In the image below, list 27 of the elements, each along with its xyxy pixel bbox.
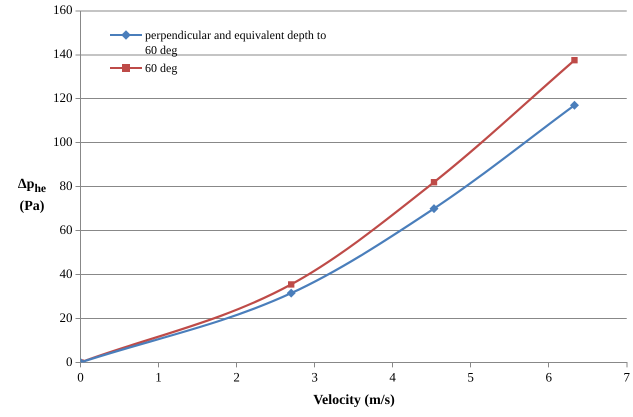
y-tick-label: 140	[53, 46, 72, 62]
y-axis-title: Δp$_{he}$ (Pa)	[16, 176, 48, 216]
point	[571, 57, 578, 64]
y-tick-label: 100	[53, 134, 72, 150]
x-tick-label: 3	[311, 370, 318, 385]
y-tick-label: 20	[60, 310, 72, 325]
point	[570, 100, 579, 110]
y-tick-label: 40	[60, 266, 72, 281]
y-tick-label: 120	[53, 90, 72, 106]
x-tick-label: 4	[389, 370, 396, 385]
x-tick-label: 2	[233, 370, 240, 385]
y-tick-label: 160	[53, 2, 72, 18]
point	[286, 288, 296, 298]
x-tick-label: 5	[467, 370, 474, 385]
point	[430, 179, 438, 186]
x-tick-label: 1	[155, 370, 162, 385]
x-tick-label: 6	[545, 370, 552, 385]
y-tick-label: 0	[66, 354, 72, 369]
y-tick-label: 60	[60, 222, 72, 237]
x-axis-title: Velocity (m/s)	[312, 393, 396, 409]
y-tick-label: 80	[60, 178, 72, 194]
legend-label: 60 deg	[145, 61, 178, 76]
x-tick-label: 0	[77, 370, 84, 385]
legend-label: perpendicular and equivalent depth to 60 deg	[145, 28, 328, 58]
point	[288, 281, 294, 288]
x-tick-label: 7	[624, 370, 630, 385]
point	[430, 204, 438, 214]
